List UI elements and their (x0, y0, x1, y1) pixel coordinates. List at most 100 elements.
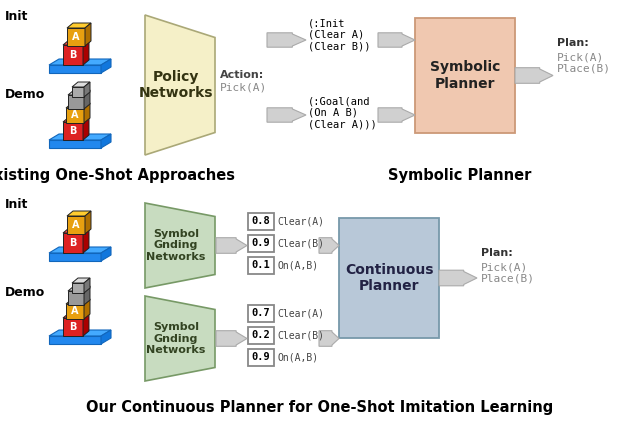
Text: Symbolic
Planner: Symbolic Planner (430, 60, 500, 91)
Polygon shape (68, 291, 84, 305)
Text: On(A,B): On(A,B) (277, 352, 318, 363)
Polygon shape (66, 108, 84, 123)
Polygon shape (84, 299, 90, 319)
Polygon shape (67, 23, 91, 28)
Polygon shape (267, 108, 306, 122)
Text: B: B (69, 322, 77, 332)
Text: B: B (69, 238, 77, 248)
Polygon shape (439, 270, 477, 286)
Text: Clear(A): Clear(A) (277, 308, 324, 319)
Polygon shape (49, 247, 111, 253)
Polygon shape (67, 216, 85, 234)
Bar (339, 218, 439, 338)
Polygon shape (145, 203, 215, 288)
Polygon shape (267, 33, 306, 47)
Text: 0.1: 0.1 (252, 261, 270, 270)
Text: Clear(A): Clear(A) (277, 217, 324, 226)
Polygon shape (66, 299, 90, 304)
Polygon shape (63, 117, 89, 122)
Text: Existing One-Shot Approaches: Existing One-Shot Approaches (0, 168, 236, 183)
Text: Plan:: Plan: (481, 248, 513, 258)
Text: On(A,B): On(A,B) (277, 261, 318, 270)
Text: B: B (69, 126, 77, 136)
Text: B: B (69, 50, 77, 60)
Polygon shape (63, 228, 89, 233)
Text: 0.8: 0.8 (252, 217, 270, 226)
Text: Demo: Demo (5, 286, 45, 299)
Polygon shape (84, 286, 90, 305)
Text: Clear(B): Clear(B) (277, 239, 324, 248)
Polygon shape (216, 238, 247, 253)
Polygon shape (72, 278, 90, 283)
Text: A: A (72, 32, 80, 42)
Polygon shape (515, 68, 553, 83)
Polygon shape (72, 283, 84, 293)
Polygon shape (49, 65, 101, 73)
Polygon shape (85, 211, 91, 234)
Text: Clear(B): Clear(B) (277, 330, 324, 341)
Text: 0.7: 0.7 (252, 308, 270, 319)
Polygon shape (83, 117, 89, 140)
Text: (:Init
(Clear A)
(Clear B)): (:Init (Clear A) (Clear B)) (308, 18, 371, 51)
Bar (248, 305, 274, 322)
Text: Pick(A)
Place(B): Pick(A) Place(B) (481, 262, 535, 283)
Text: 0.2: 0.2 (252, 330, 270, 341)
Bar (248, 213, 274, 230)
Text: Plan:: Plan: (557, 38, 589, 48)
Polygon shape (101, 134, 111, 148)
Polygon shape (83, 40, 89, 65)
Polygon shape (145, 15, 215, 155)
Text: Symbol
Gnding
Networks: Symbol Gnding Networks (147, 229, 205, 262)
Polygon shape (83, 228, 89, 253)
Text: Pick(A)
Place(B): Pick(A) Place(B) (557, 52, 611, 74)
Text: Action:: Action: (220, 70, 264, 80)
Polygon shape (84, 278, 90, 293)
Text: 0.9: 0.9 (252, 239, 270, 248)
Polygon shape (68, 286, 90, 291)
Text: Our Continuous Planner for One-Shot Imitation Learning: Our Continuous Planner for One-Shot Imit… (86, 400, 554, 415)
Polygon shape (84, 90, 90, 109)
Polygon shape (63, 313, 89, 318)
Polygon shape (63, 122, 83, 140)
Polygon shape (66, 304, 84, 319)
Text: 0.9: 0.9 (252, 352, 270, 363)
Polygon shape (63, 45, 83, 65)
Polygon shape (49, 140, 101, 148)
Polygon shape (83, 313, 89, 336)
Text: A: A (71, 110, 79, 121)
Polygon shape (319, 238, 339, 253)
Bar (248, 327, 274, 344)
Text: A: A (72, 220, 80, 230)
Polygon shape (216, 331, 247, 346)
Polygon shape (85, 23, 91, 46)
Text: Pick(A): Pick(A) (220, 82, 268, 92)
Polygon shape (67, 211, 91, 216)
Bar (248, 257, 274, 274)
Text: (:Goal(and
(On A B)
(Clear A))): (:Goal(and (On A B) (Clear A))) (308, 96, 377, 129)
Polygon shape (63, 318, 83, 336)
Bar (248, 349, 274, 366)
Polygon shape (49, 336, 101, 344)
Text: Symbolic Planner: Symbolic Planner (388, 168, 532, 183)
Polygon shape (101, 59, 111, 73)
Polygon shape (84, 82, 90, 97)
Polygon shape (101, 247, 111, 261)
Text: A: A (71, 307, 79, 316)
Bar (248, 235, 274, 252)
Polygon shape (49, 134, 111, 140)
Text: Symbol
Gnding
Networks: Symbol Gnding Networks (147, 322, 205, 355)
Polygon shape (63, 40, 89, 45)
Polygon shape (145, 296, 215, 381)
Polygon shape (378, 108, 415, 122)
Polygon shape (72, 87, 84, 97)
Polygon shape (49, 253, 101, 261)
Text: Init: Init (5, 11, 28, 24)
Text: Continuous
Planner: Continuous Planner (345, 263, 433, 293)
Polygon shape (84, 103, 90, 123)
Polygon shape (72, 82, 90, 87)
Polygon shape (68, 90, 90, 95)
Polygon shape (101, 330, 111, 344)
Polygon shape (66, 103, 90, 108)
Polygon shape (49, 59, 111, 65)
Text: Init: Init (5, 198, 28, 212)
